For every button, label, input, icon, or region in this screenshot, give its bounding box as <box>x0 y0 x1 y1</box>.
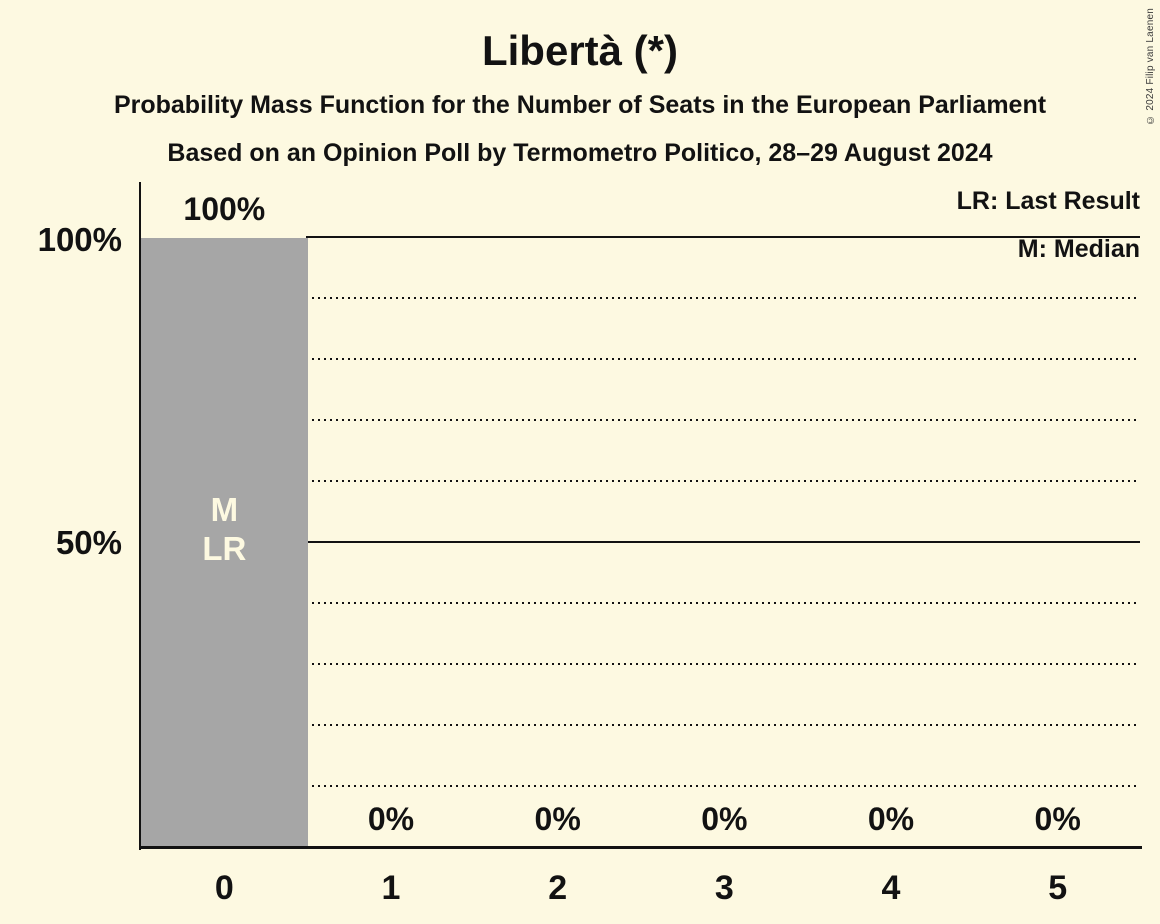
y-axis-line <box>139 182 141 850</box>
chart-subtitle-source: Based on an Opinion Poll by Termometro P… <box>167 139 993 167</box>
bar-value-label-0: 100% <box>183 191 266 227</box>
legend-median: M: Median <box>1017 235 1140 263</box>
bar-annotation-median-last-result: M LR <box>141 224 308 834</box>
gridline-dotted-60 <box>306 480 1140 482</box>
gridline-dotted-40 <box>306 602 1140 604</box>
bar-value-label-2: 0% <box>534 801 581 837</box>
bar-value-label-4: 0% <box>867 801 915 837</box>
median-marker: M <box>210 491 239 528</box>
gridline-dotted-90 <box>306 297 1140 299</box>
x-axis-tick-2: 2 <box>548 869 568 907</box>
gridline-dotted-80 <box>306 358 1140 360</box>
x-axis-tick-5: 5 <box>1048 869 1068 907</box>
chart-title: Libertà (*) <box>481 27 678 74</box>
x-axis-tick-1: 1 <box>381 869 401 907</box>
y-axis-tick-50: 50% <box>55 524 122 561</box>
x-axis-tick-0: 0 <box>214 869 234 907</box>
chart-subtitle: Probability Mass Function for the Number… <box>113 91 1047 119</box>
bar-seats-0 <box>141 238 308 848</box>
gridline-solid-100 <box>306 236 1140 238</box>
gridline-dotted-30 <box>306 663 1140 665</box>
last-result-marker: LR <box>202 530 247 567</box>
gridline-dotted-20 <box>306 724 1140 726</box>
bar-value-label-3: 0% <box>701 801 748 837</box>
bar-value-label-1: 0% <box>367 801 415 837</box>
copyright-notice: © 2024 Filip van Laenen <box>1145 8 1156 125</box>
gridline-solid-50 <box>306 541 1140 543</box>
x-axis-tick-4: 4 <box>881 869 901 907</box>
x-axis-line <box>139 846 1142 849</box>
x-axis-tick-3: 3 <box>714 869 734 907</box>
gridline-dotted-70 <box>306 419 1140 421</box>
y-axis-tick-100: 100% <box>37 221 122 258</box>
gridline-dotted-10 <box>306 785 1140 787</box>
legend-last-result: LR: Last Result <box>956 187 1140 215</box>
bar-value-label-5: 0% <box>1034 801 1081 837</box>
